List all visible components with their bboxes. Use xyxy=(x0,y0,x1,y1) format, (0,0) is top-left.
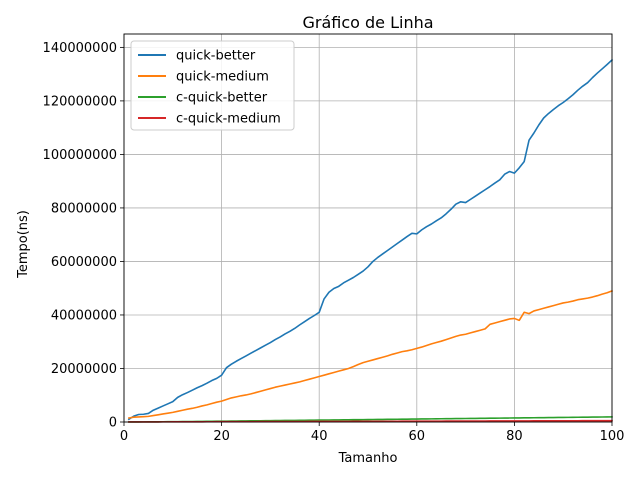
y-tick-label: 0 xyxy=(109,416,117,431)
x-axis-label: Tamanho xyxy=(338,451,398,466)
x-tick-label: 80 xyxy=(506,429,523,444)
x-tick-label: 20 xyxy=(213,429,230,444)
x-tick-label: 0 xyxy=(120,429,128,444)
y-axis-label: Tempo(ns) xyxy=(16,210,31,279)
x-tick-label: 60 xyxy=(409,429,426,444)
y-tick-label: 80000000 xyxy=(51,201,117,216)
tick-marks-and-labels: 0 20 40 60 80 100 0 20000000 40000000 60000000 800… xyxy=(43,41,625,444)
legend-box xyxy=(130,40,295,131)
legend-label-quick-medium: quick-medium xyxy=(176,70,269,85)
y-tick-label: 100000000 xyxy=(43,148,117,163)
y-tick-label: 60000000 xyxy=(51,255,117,270)
series-line-quick-better xyxy=(127,58,614,421)
legend: quick-better quick-medium c-quick-better c-… xyxy=(130,40,295,131)
chart-title: Gráfico de Linha xyxy=(302,13,433,32)
plot-series xyxy=(127,58,614,423)
x-tick-label: 40 xyxy=(311,429,328,444)
y-tick-label: 140000000 xyxy=(43,41,117,56)
x-tick-label: 100 xyxy=(600,429,625,444)
y-tick-label: 40000000 xyxy=(51,308,117,323)
series-line-quick-medium xyxy=(127,289,614,419)
axes xyxy=(123,33,613,423)
legend-label-c-quick-better: c-quick-better xyxy=(176,91,268,106)
legend-label-quick-better: quick-better xyxy=(176,49,256,64)
plot-frame xyxy=(123,33,613,423)
y-tick-label: 20000000 xyxy=(51,362,117,377)
y-tick-label: 120000000 xyxy=(43,94,117,109)
legend-label-c-quick-medium: c-quick-medium xyxy=(176,112,281,127)
